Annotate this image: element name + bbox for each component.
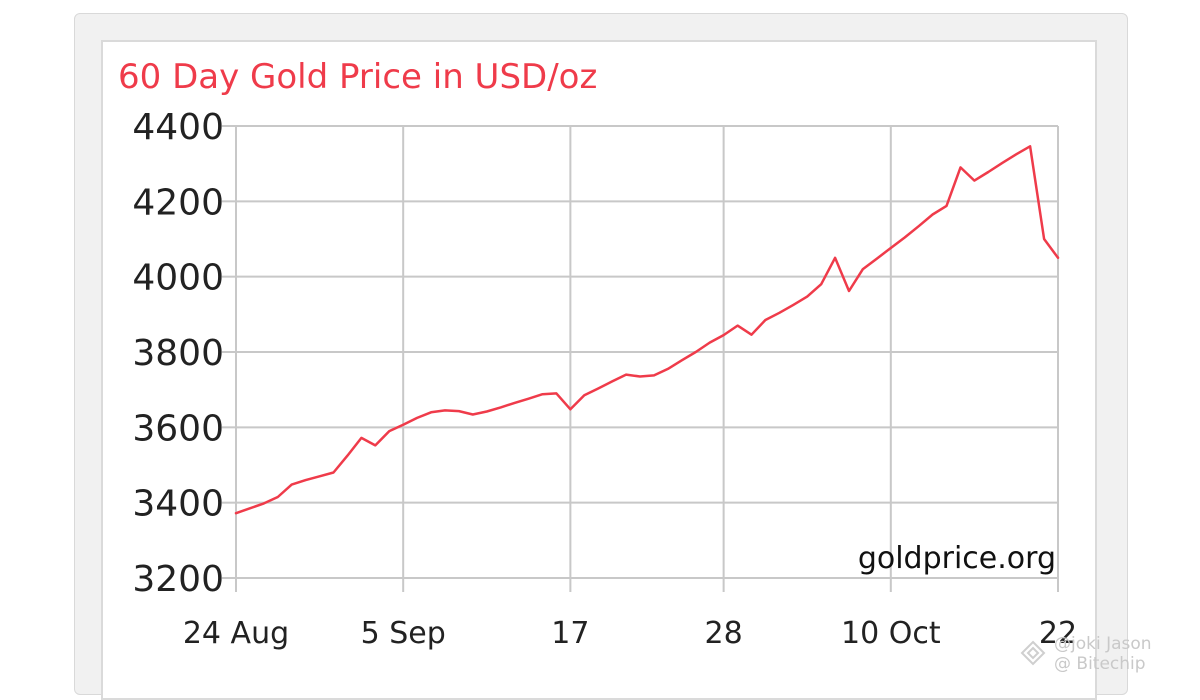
- x-tick-label: 24 Aug: [183, 616, 289, 651]
- x-tick-label: 17: [551, 616, 589, 651]
- source-label: goldprice.org: [858, 541, 1056, 576]
- y-tick-label: 4000: [132, 258, 224, 299]
- watermark-line-1: @joki Jason: [1054, 634, 1152, 654]
- y-tick-label: 3800: [132, 333, 224, 374]
- chart-title: 60 Day Gold Price in USD/oz: [118, 57, 597, 97]
- x-tick-label: 10 Oct: [841, 616, 941, 651]
- watermark-logo-icon: [1020, 640, 1046, 666]
- watermark-line-2: @ Bitechip: [1054, 654, 1146, 674]
- y-tick-label: 3400: [132, 484, 224, 525]
- y-tick-label: 4200: [132, 182, 224, 223]
- y-tick-label: 3200: [132, 559, 224, 600]
- grid-layer: [222, 126, 1058, 592]
- y-tick-label: 4400: [132, 107, 224, 148]
- gold-price-chart: 60 Day Gold Price in USD/oz 4400 4200 4000…: [0, 0, 1200, 674]
- x-tick-label: 5 Sep: [361, 616, 446, 651]
- watermark: @joki Jason @ Bitechip: [1020, 632, 1200, 674]
- y-tick-label: 3600: [132, 408, 224, 449]
- x-tick-label: 28: [705, 616, 743, 651]
